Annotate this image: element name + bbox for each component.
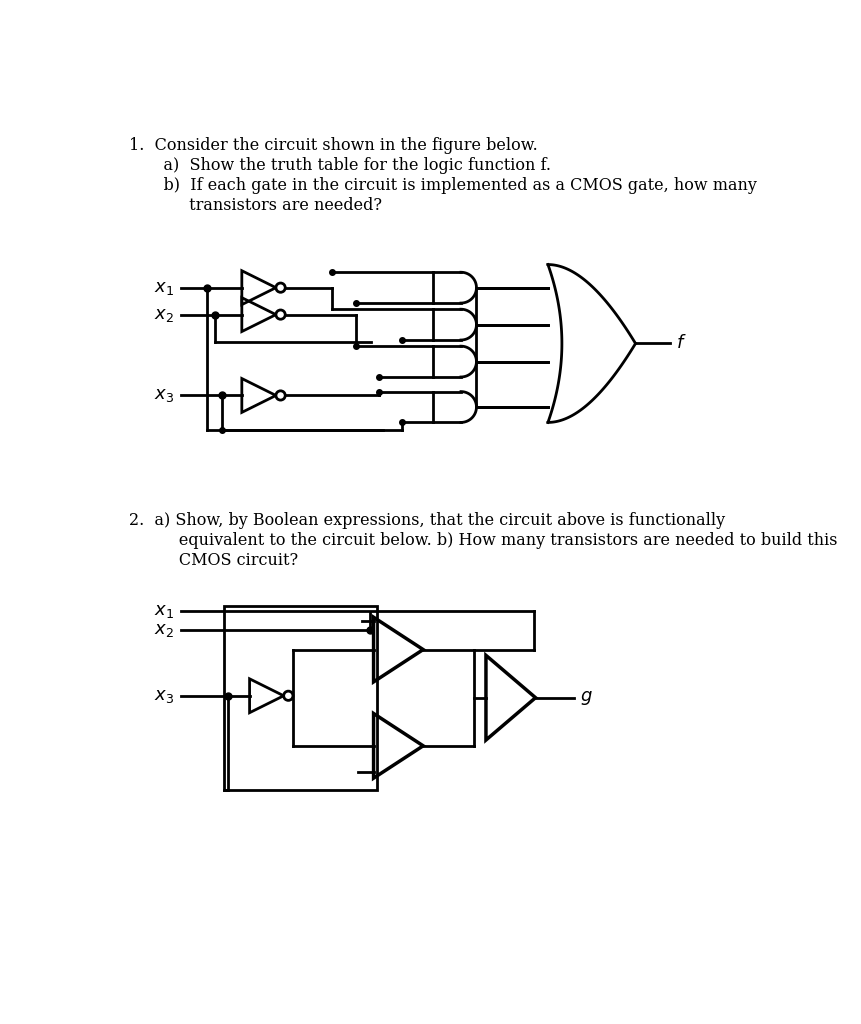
Text: a)  Show the truth table for the logic function f.: a) Show the truth table for the logic fu… [143,157,551,174]
Text: $x_1$: $x_1$ [153,279,173,297]
Text: $x_1$: $x_1$ [153,602,173,621]
Bar [224,605,377,790]
Text: b)  If each gate in the circuit is implemented as a CMOS gate, how many: b) If each gate in the circuit is implem… [143,177,757,194]
Text: CMOS circuit?: CMOS circuit? [143,552,298,568]
Text: 1.  Consider the circuit shown in the figure below.: 1. Consider the circuit shown in the fig… [129,137,537,154]
Text: $g$: $g$ [579,689,592,707]
Circle shape [283,691,293,700]
Text: $x_3$: $x_3$ [153,687,173,705]
Text: 2.  a) Show, by Boolean expressions, that the circuit above is functionally: 2. a) Show, by Boolean expressions, that… [129,512,725,528]
Text: $x_2$: $x_2$ [153,622,173,639]
Text: equivalent to the circuit below. b) How many transistors are needed to build thi: equivalent to the circuit below. b) How … [143,531,837,549]
Circle shape [276,283,285,292]
Text: $x_3$: $x_3$ [153,386,173,404]
Text: transistors are needed?: transistors are needed? [143,197,382,214]
Text: $x_2$: $x_2$ [153,305,173,324]
Text: $f$: $f$ [675,335,685,352]
Circle shape [276,391,285,400]
Circle shape [276,310,285,319]
